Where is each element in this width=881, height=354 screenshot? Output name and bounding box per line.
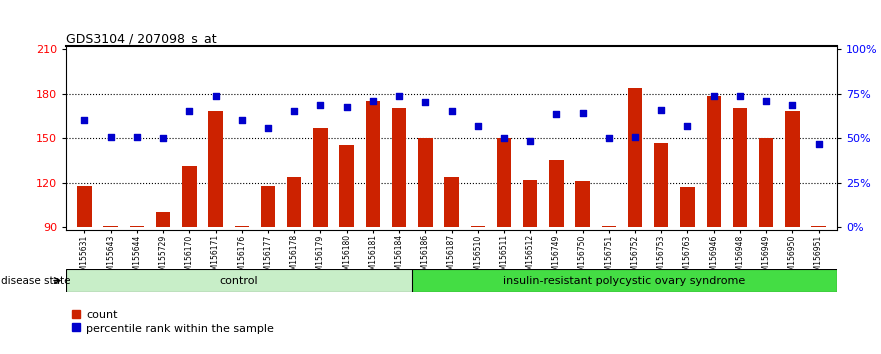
Point [444,109,458,114]
Point [550,112,564,117]
Point [759,98,774,104]
Text: control: control [219,275,258,286]
Point [182,109,196,114]
Bar [208,112,223,227]
Bar [811,225,825,227]
Point [707,94,721,99]
Point [470,123,485,129]
Point [234,118,248,123]
Point [209,94,223,99]
Bar [628,87,642,227]
Point [130,134,144,139]
Bar [366,101,380,227]
Point [339,104,353,110]
Point [680,123,694,129]
Point [418,99,433,105]
Point [497,135,511,141]
Bar [733,108,747,227]
Point [392,94,406,99]
Bar [411,269,837,292]
Point [785,103,799,108]
Point [261,125,275,131]
Bar [392,108,406,227]
Bar [234,225,249,227]
Point [811,141,825,147]
Text: insulin-resistant polycystic ovary syndrome: insulin-resistant polycystic ovary syndr… [503,275,745,286]
Bar [785,112,800,227]
Text: GDS3104 / 207098_s_at: GDS3104 / 207098_s_at [66,32,217,45]
Bar [470,225,485,227]
Bar [523,179,537,227]
Point [655,107,669,113]
Bar [182,166,196,227]
Bar [103,225,118,227]
Point [156,135,170,141]
Legend: count, percentile rank within the sample: count, percentile rank within the sample [71,310,274,333]
Point [287,109,301,114]
Bar [575,181,589,227]
Bar [78,185,92,227]
Point [104,134,118,139]
Bar [418,138,433,227]
Point [366,98,380,104]
Bar [287,177,301,227]
Bar [759,138,774,227]
Bar [339,145,354,227]
Point [523,138,537,144]
Bar [130,225,144,227]
Bar [314,128,328,227]
Point [628,134,642,139]
Point [575,110,589,116]
Bar [444,177,459,227]
Bar [156,212,170,227]
Point [602,135,616,141]
Point [314,103,328,108]
Point [78,118,92,123]
Bar [261,185,275,227]
Text: disease state: disease state [1,275,70,286]
Bar [66,269,411,292]
Bar [602,225,616,227]
Bar [707,97,721,227]
Bar [680,187,695,227]
Bar [549,160,564,227]
Bar [654,143,669,227]
Bar [497,138,511,227]
Point [733,94,747,99]
